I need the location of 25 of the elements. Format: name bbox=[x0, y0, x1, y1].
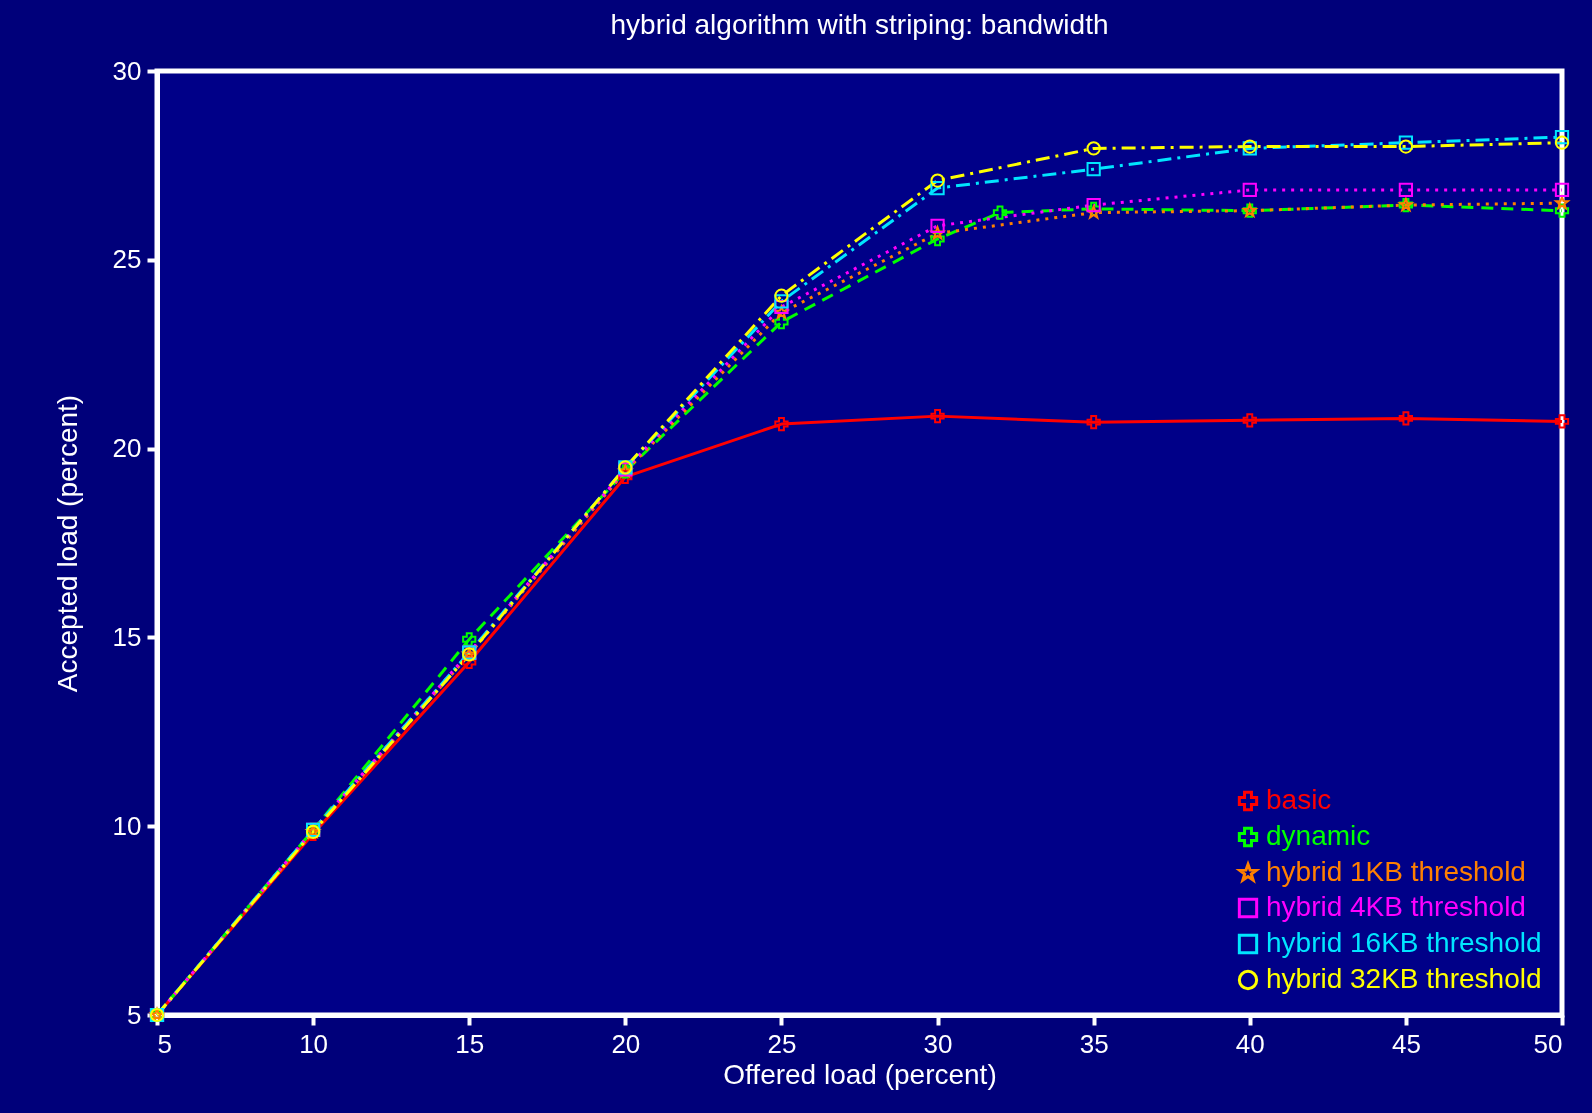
x-tick-label: 15 bbox=[455, 1028, 485, 1059]
legend-label: hybrid 1KB threshold bbox=[1266, 856, 1526, 887]
legend-label: basic bbox=[1266, 784, 1332, 815]
x-tick-label: 5 bbox=[157, 1028, 172, 1059]
y-tick-label: 5 bbox=[127, 999, 142, 1030]
x-tick-label: 40 bbox=[1235, 1028, 1265, 1059]
x-tick-label: 10 bbox=[299, 1028, 329, 1059]
x-tick-label: 20 bbox=[611, 1028, 641, 1059]
y-axis-title: Accepted load (percent) bbox=[51, 394, 83, 693]
y-tick-label: 15 bbox=[112, 621, 142, 652]
legend-label: hybrid 4KB threshold bbox=[1266, 891, 1526, 922]
x-tick-label: 30 bbox=[923, 1028, 953, 1059]
y-tick-label: 30 bbox=[112, 55, 142, 86]
y-tick-label: 20 bbox=[112, 433, 142, 464]
x-tick-label: 35 bbox=[1079, 1028, 1109, 1059]
chart-title: hybrid algorithm with striping: bandwidth bbox=[610, 9, 1109, 40]
x-tick-label: 50 bbox=[1533, 1028, 1563, 1059]
x-tick-label: 45 bbox=[1391, 1028, 1421, 1059]
x-axis-title: Offered load (percent) bbox=[723, 1058, 997, 1090]
legend-label: hybrid 16KB threshold bbox=[1266, 927, 1542, 958]
y-tick-label: 10 bbox=[112, 810, 142, 841]
legend-label: dynamic bbox=[1266, 820, 1371, 851]
y-tick-label: 25 bbox=[112, 244, 142, 275]
legend-label: hybrid 32KB threshold bbox=[1266, 963, 1542, 994]
x-tick-label: 25 bbox=[767, 1028, 797, 1059]
